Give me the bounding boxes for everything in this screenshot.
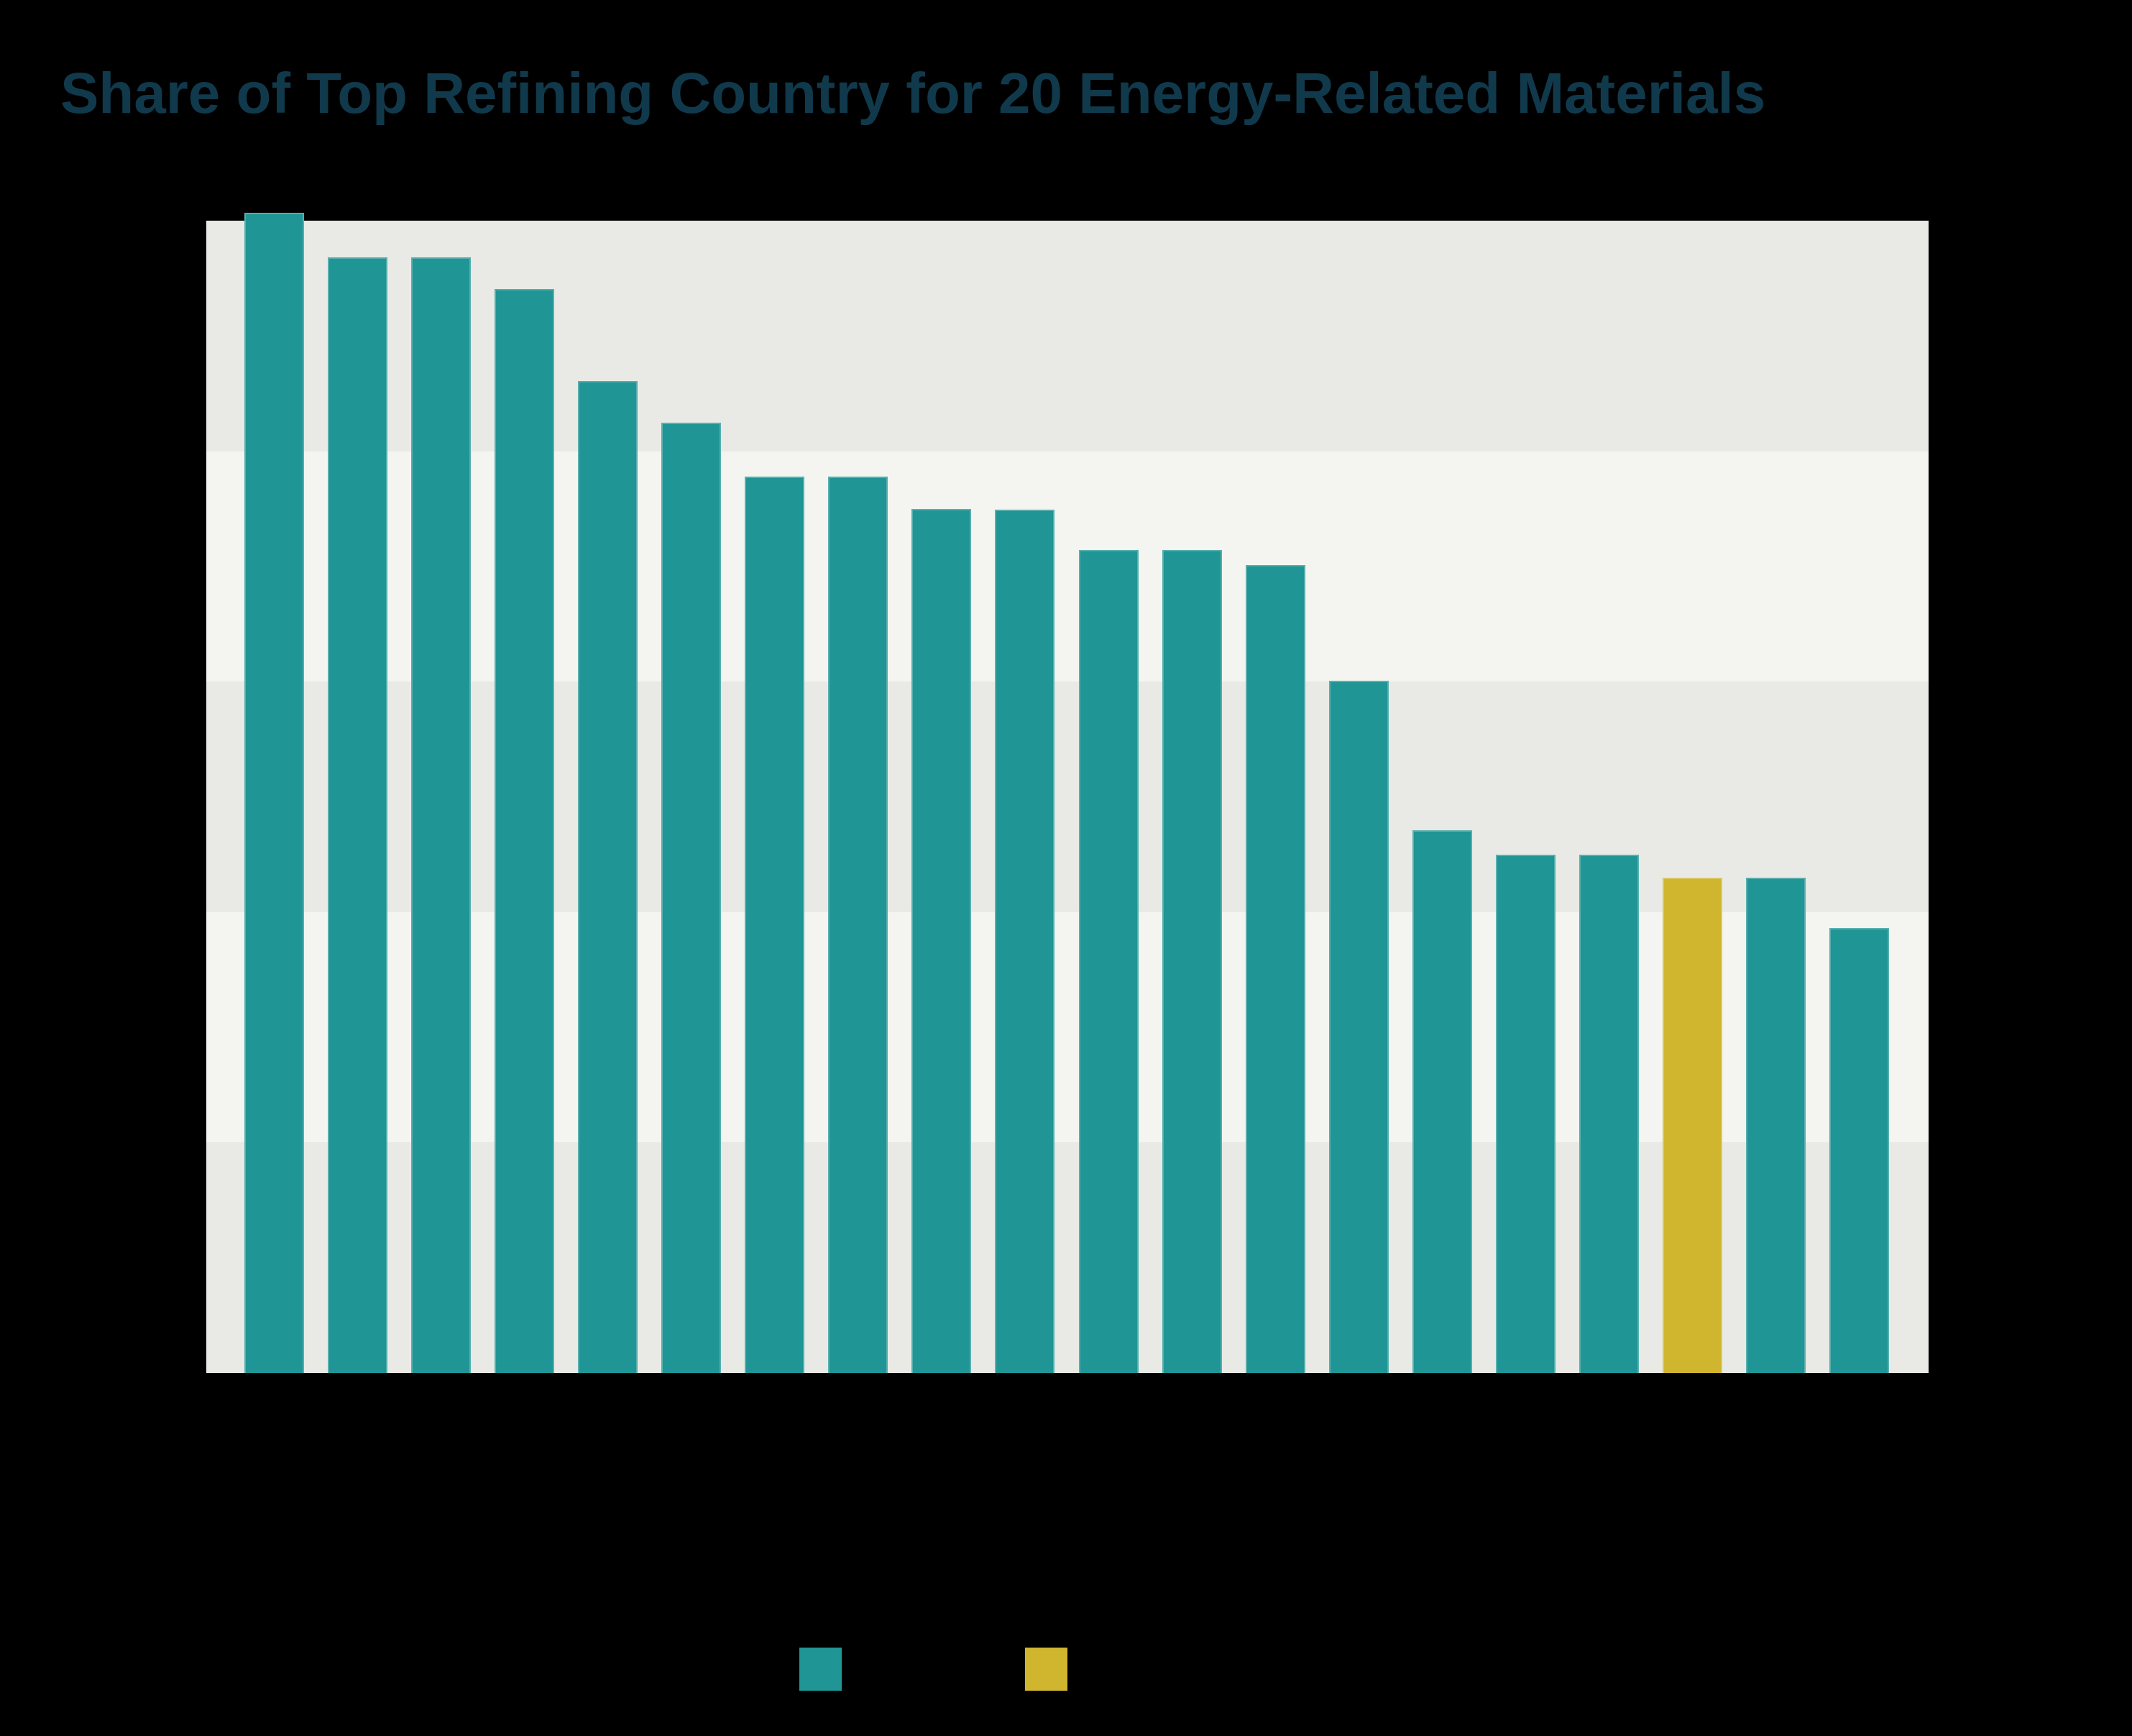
bar	[1579, 855, 1639, 1373]
chart-canvas: Share of Top Refining Country for 20 Ene…	[0, 0, 2132, 1736]
bar	[745, 477, 804, 1373]
bar	[411, 257, 471, 1373]
bars-layer	[0, 0, 2132, 1736]
bar	[328, 257, 387, 1373]
bar	[1329, 681, 1389, 1373]
bar	[1829, 928, 1889, 1373]
bar	[1079, 550, 1139, 1373]
bar	[244, 213, 304, 1373]
bar	[1496, 855, 1556, 1373]
bar	[661, 423, 721, 1373]
bar	[1246, 565, 1305, 1373]
legend	[0, 1648, 2132, 1691]
legend-swatch-highlight	[1025, 1648, 1067, 1691]
bar-highlight	[1663, 878, 1722, 1373]
bar	[578, 381, 638, 1373]
bar	[1162, 550, 1222, 1373]
bar	[1746, 878, 1806, 1373]
bar	[828, 477, 888, 1373]
bar	[995, 510, 1054, 1373]
bar	[1412, 830, 1472, 1373]
bar	[911, 509, 971, 1373]
legend-swatch-primary	[799, 1648, 842, 1691]
bar	[495, 289, 554, 1373]
